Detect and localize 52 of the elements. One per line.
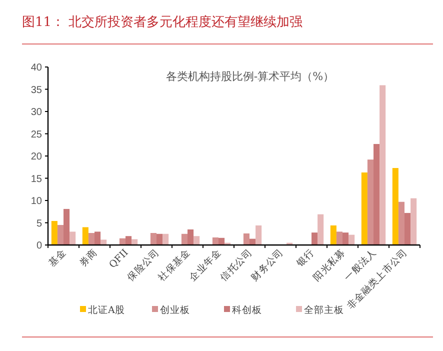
y-tick-label: 0 <box>36 240 42 252</box>
bar <box>156 234 163 245</box>
bar <box>312 232 318 245</box>
bar <box>64 208 70 245</box>
y-tick-label: 30 <box>30 107 42 118</box>
legend-label: 科创板 <box>232 304 262 316</box>
y-tick-label: 10 <box>30 196 42 207</box>
bar <box>212 237 218 245</box>
bar <box>348 234 355 245</box>
legend-label: 北证A股 <box>88 304 125 316</box>
bar <box>404 212 411 245</box>
bar <box>70 232 76 245</box>
bar <box>361 172 368 245</box>
bar <box>367 160 374 245</box>
bar <box>374 144 380 245</box>
bar <box>256 225 262 245</box>
bar <box>336 232 342 245</box>
bar <box>82 227 88 245</box>
bar <box>243 233 250 245</box>
y-tick-label: 20 <box>30 152 42 162</box>
bar <box>218 238 225 245</box>
bar <box>162 234 169 245</box>
y-tick-label: 15 <box>30 174 42 185</box>
bar <box>126 236 132 245</box>
legend-label: 全部主板 <box>304 304 344 316</box>
bar <box>342 232 349 245</box>
bar <box>410 198 417 245</box>
bar <box>57 224 64 245</box>
bar <box>318 214 324 245</box>
bar <box>51 220 58 245</box>
y-tick-label: 35 <box>30 84 42 96</box>
y-tick-label: 25 <box>30 129 42 140</box>
x-tick-label: 基金 <box>46 246 69 270</box>
chart-subtitle: 各类机构持股比例-算术平均（%） <box>166 70 334 83</box>
y-tick-label: 40 <box>30 62 42 74</box>
bar <box>94 232 101 245</box>
bar <box>150 232 156 245</box>
bar <box>100 240 107 245</box>
x-tick-label: 券商 <box>76 246 100 270</box>
bar <box>188 229 194 245</box>
bar <box>330 225 336 245</box>
bar <box>181 234 188 245</box>
bar <box>88 232 94 245</box>
bar <box>392 168 398 245</box>
chart-title: 图11： 北交所投资者多元化程度还有望继续加强 <box>22 14 303 30</box>
bar <box>398 202 404 245</box>
legend-label: 创业板 <box>160 304 190 316</box>
bar <box>194 236 200 245</box>
bar <box>380 85 386 245</box>
y-tick-label: 5 <box>36 218 42 230</box>
x-tick-label: 银行 <box>294 247 317 270</box>
bar <box>132 239 138 245</box>
